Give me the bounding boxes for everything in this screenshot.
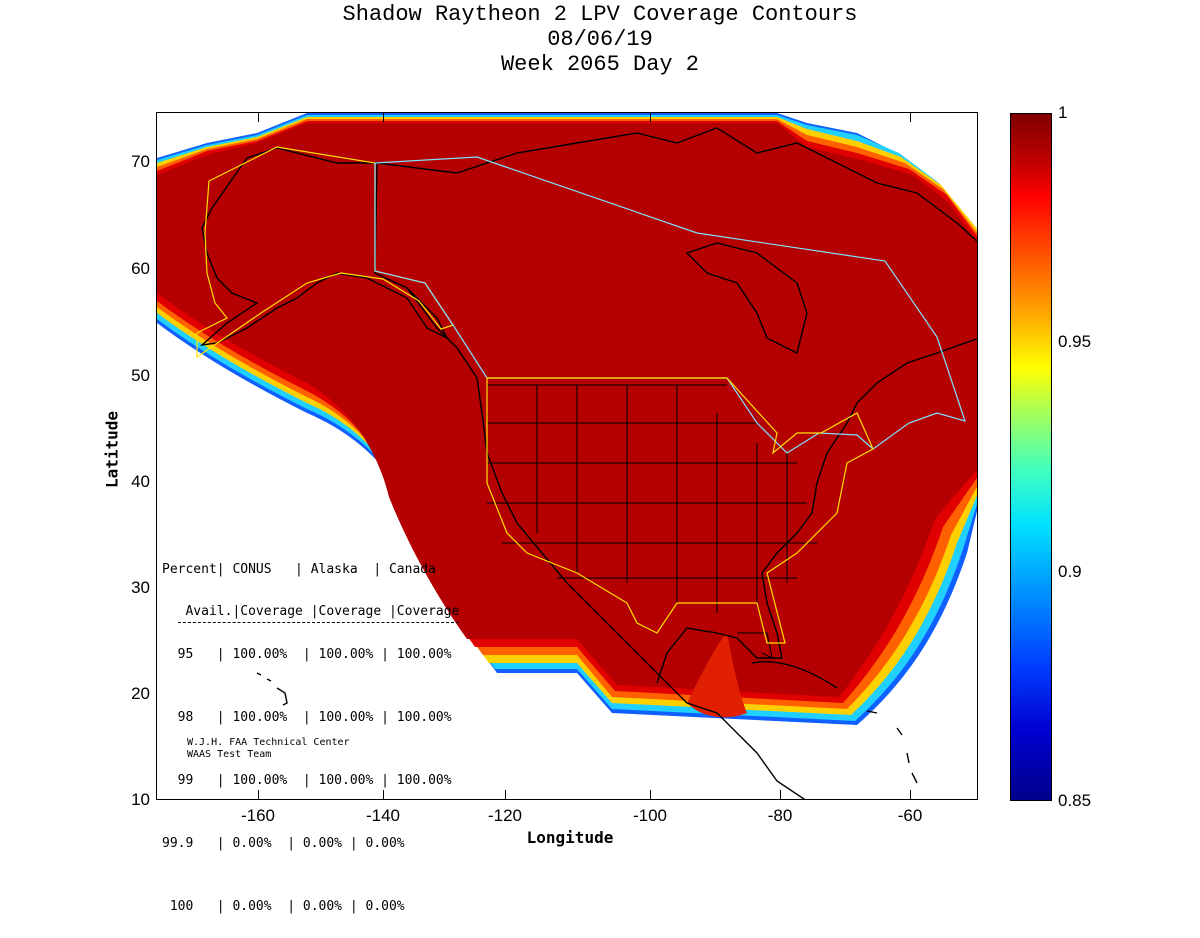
florida (737, 632, 773, 659)
coverage-gulf-variation (687, 633, 747, 718)
region-outlines (196, 146, 966, 644)
credit-line: WAAS Test Team (187, 749, 272, 760)
x-tick-mark (780, 790, 781, 800)
x-tick-mark-top (383, 112, 384, 122)
x-tick-label: -80 (767, 806, 793, 825)
table-row: 100 | 0.00% | 0.00% | 0.00% (162, 899, 405, 914)
x-tick-label: -160 (240, 806, 276, 825)
x-tick-mark (650, 790, 651, 800)
x-tick-mark-top (650, 112, 651, 122)
canada-region-outline (374, 156, 966, 454)
table-header-row: Percent| CONUS | Alaska | Canada (162, 562, 436, 577)
y-tick-label: 30 (131, 578, 150, 597)
credit-line: W.J.H. FAA Technical Center (187, 737, 350, 748)
y-tick-label: 70 (131, 152, 150, 171)
x-tick-mark (383, 790, 384, 800)
coverage-map-svg (157, 113, 977, 799)
plot-title-date: 08/06/19 (547, 27, 653, 52)
x-axis-title: Longitude (526, 828, 614, 847)
colorbar-label: 0.95 (1058, 332, 1092, 351)
hawaii-islands (256, 672, 288, 706)
x-tick-label: -100 (632, 806, 668, 825)
y-tick-label: 40 (131, 472, 150, 491)
colorbar (1010, 113, 1052, 801)
x-tick-mark (505, 790, 506, 800)
x-tick-mark (258, 790, 259, 800)
y-axis-title: Latitude (102, 410, 122, 489)
us-state-borders (487, 384, 817, 659)
coverage-main-region (157, 123, 977, 697)
colorbar-label: 0.85 (1058, 791, 1092, 810)
x-tick-mark-top (258, 112, 259, 122)
plot-title-line1: Shadow Raytheon 2 LPV Coverage Contours (342, 2, 858, 27)
plot-title-week: Week 2065 Day 2 (500, 52, 700, 77)
table-row: 98 | 100.00% | 100.00% | 100.00% (162, 710, 452, 725)
alaska-coastline (199, 147, 449, 346)
x-tick-label: -120 (487, 806, 523, 825)
coverage-map (156, 112, 978, 800)
table-row: 95 | 100.00% | 100.00% | 100.00% (162, 647, 452, 662)
table-header-row: Avail.|Coverage |Coverage |Coverage (177, 601, 460, 623)
table-row: 99 | 100.00% | 100.00% | 100.00% (162, 773, 452, 788)
canada-arctic-coast (376, 127, 977, 243)
coverage-table: Percent| CONUS | Alaska | Canada Avail.|… (162, 517, 460, 938)
caribbean-islands (866, 710, 918, 784)
state-lines-horizontal (487, 422, 817, 579)
state-lines-vertical (536, 385, 788, 613)
x-tick-label: -140 (365, 806, 401, 825)
credit-text: W.J.H. FAA Technical Center WAAS Test Te… (187, 737, 350, 761)
x-tick-mark (910, 790, 911, 800)
table-row: 99.9 | 0.00% | 0.00% | 0.00% (162, 836, 405, 851)
hudson-bay (685, 242, 808, 355)
north-america-east-coast (656, 337, 977, 684)
y-tick-label: 50 (131, 366, 150, 385)
colorbar-label: 1 (1058, 103, 1068, 122)
colorbar-label: 0.9 (1058, 562, 1082, 581)
conus-region-outline (486, 377, 874, 644)
north-america-west-coast (406, 287, 806, 799)
x-tick-label: -60 (897, 806, 923, 825)
coastlines (199, 127, 977, 799)
y-tick-label: 60 (131, 259, 150, 278)
x-tick-mark-top (910, 112, 911, 122)
cuba-coast (751, 661, 838, 689)
y-tick-label: 20 (131, 684, 150, 703)
y-tick-label: 10 (131, 790, 150, 809)
